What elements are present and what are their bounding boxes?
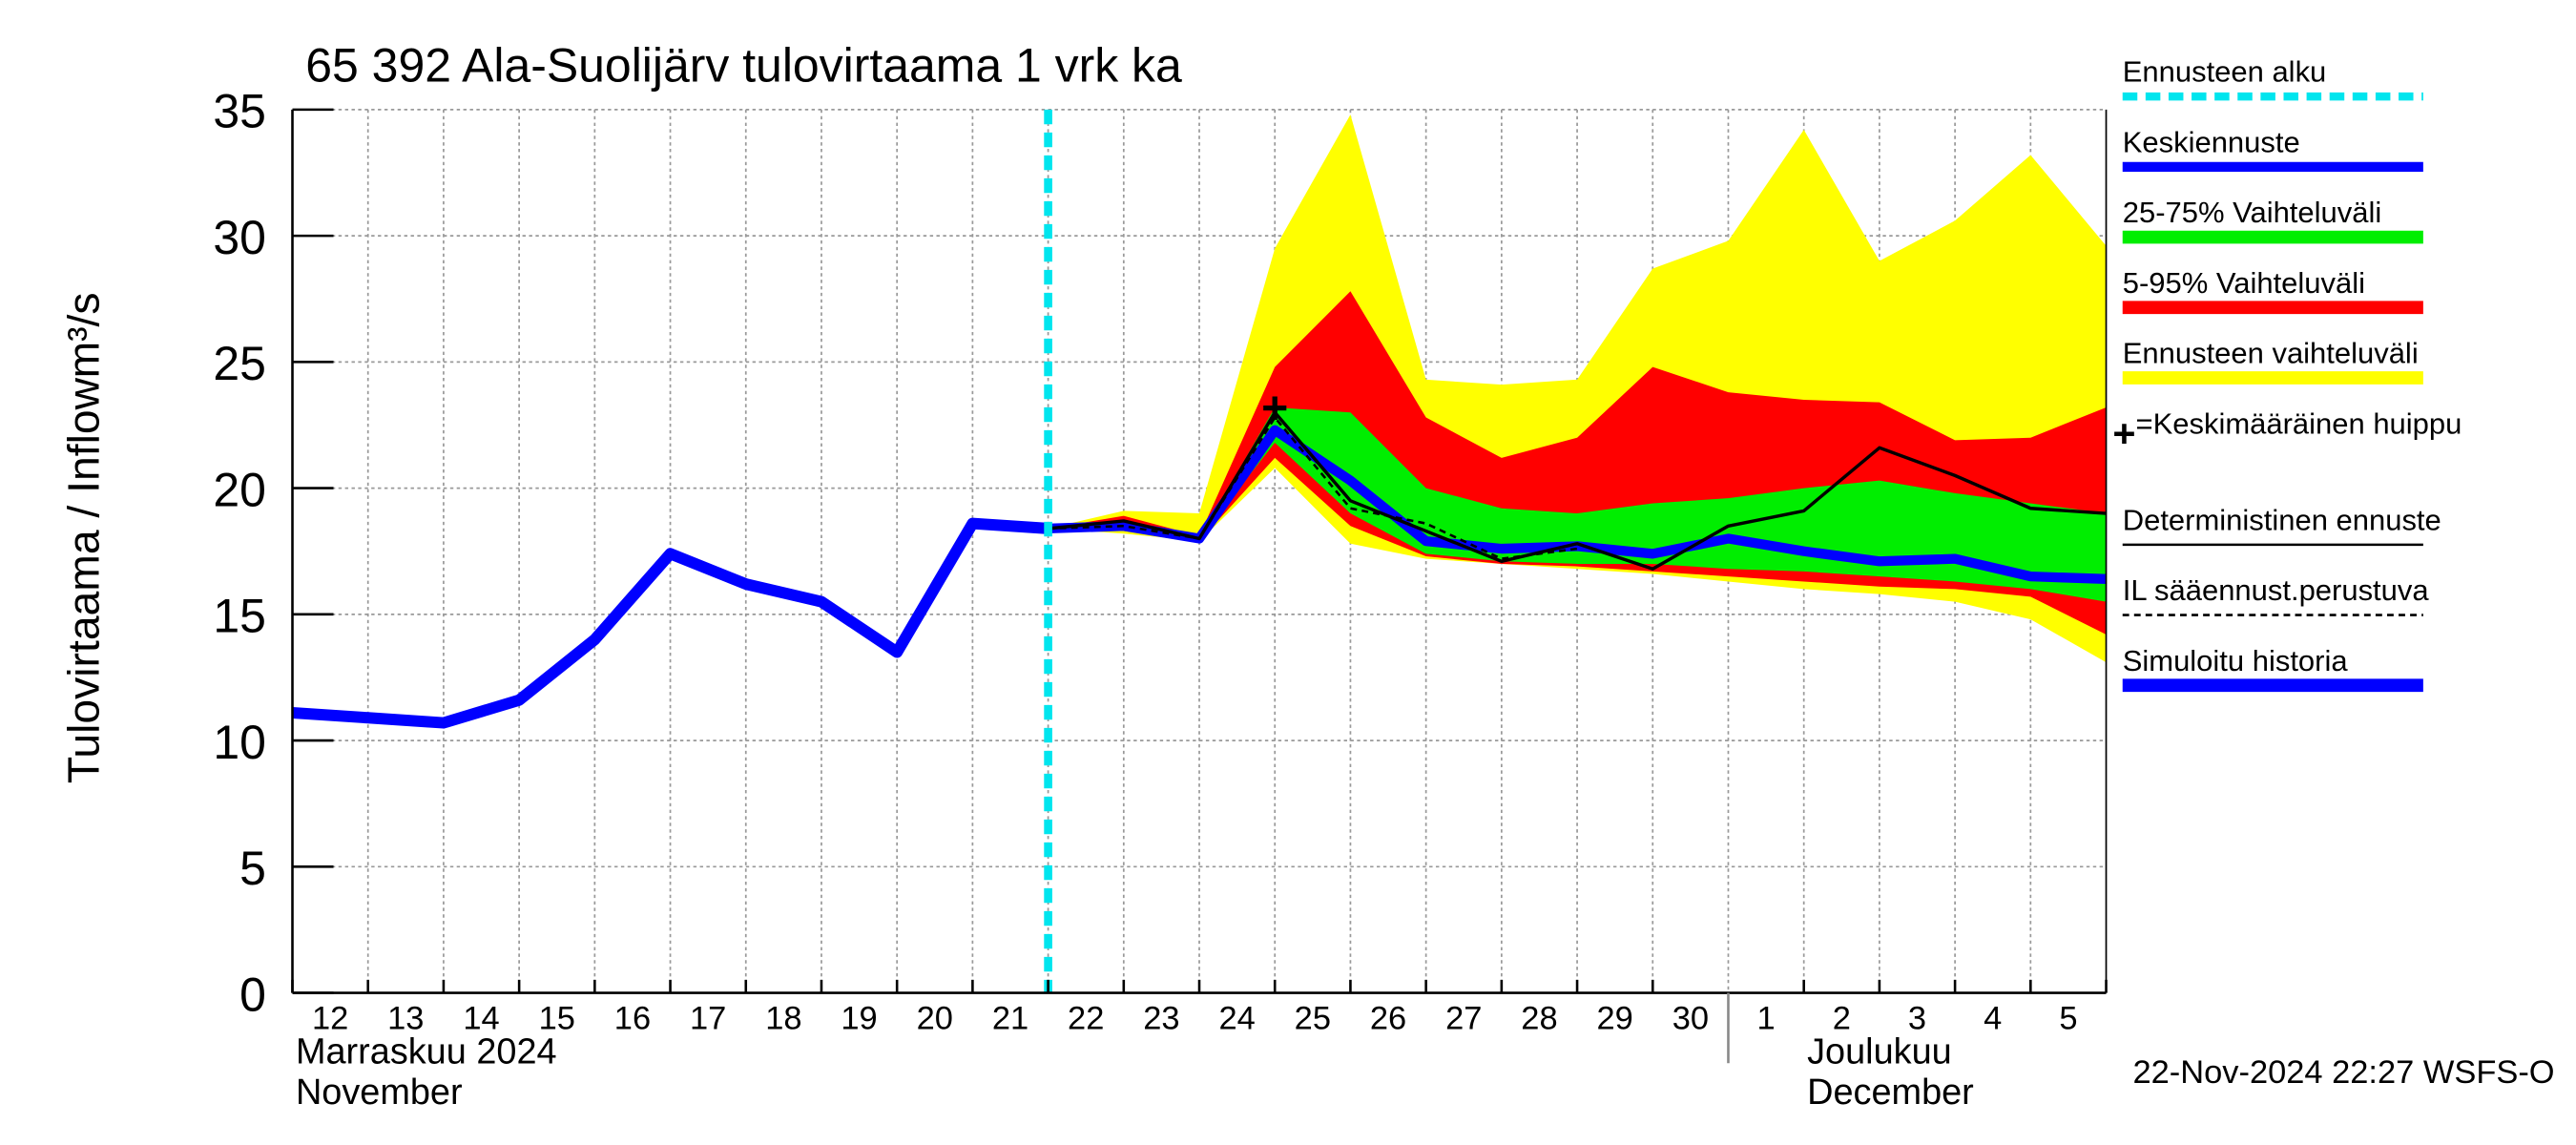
legend-label: Deterministinen ennuste: [2123, 503, 2441, 536]
legend-label: Simuloitu historia: [2123, 644, 2349, 677]
x-tick-label: 17: [690, 1000, 726, 1036]
x-tick-label: 13: [387, 1000, 424, 1036]
legend-label: 25-75% Vaihteluväli: [2123, 196, 2381, 229]
x-tick-label: 21: [992, 1000, 1028, 1036]
chart-title: 65 392 Ala-Suolijärv tulovirtaama 1 vrk …: [305, 39, 1182, 93]
y-tick-label: 35: [213, 85, 266, 138]
x-tick-label: 4: [1984, 1000, 2002, 1036]
x-tick-label: 22: [1068, 1000, 1104, 1036]
timestamp: 22-Nov-2024 22:27 WSFS-O: [2132, 1054, 2554, 1091]
legend-symbol: +: [2112, 411, 2135, 455]
x-tick-label: 19: [841, 1000, 877, 1036]
legend-label: 5-95% Vaihteluväli: [2123, 266, 2365, 300]
x-tick-label: 2: [1833, 1000, 1851, 1036]
legend-label: Keskiennuste: [2123, 125, 2300, 158]
y-tick-label: 20: [213, 464, 266, 517]
y-tick-label: 15: [213, 590, 266, 643]
series-line: [1048, 410, 2107, 571]
y-tick-label: 25: [213, 337, 266, 390]
month-label: November: [296, 1072, 463, 1113]
x-tick-label: 25: [1295, 1000, 1331, 1036]
x-tick-label: 5: [2059, 1000, 2077, 1036]
x-tick-label: 20: [917, 1000, 953, 1036]
legend-label: Ennusteen vaihteluväli: [2123, 337, 2419, 370]
legend-label: Ennusteen alku: [2123, 55, 2327, 89]
month-label: Joulukuu: [1807, 1031, 1952, 1072]
x-tick-label: 24: [1218, 1000, 1255, 1036]
x-tick-label: 30: [1672, 1000, 1709, 1036]
x-tick-label: 16: [614, 1000, 651, 1036]
x-tick-label: 27: [1445, 1000, 1482, 1036]
x-tick-label: 28: [1521, 1000, 1557, 1036]
y-tick-label: 5: [239, 842, 266, 895]
x-tick-label: 18: [765, 1000, 801, 1036]
x-tick-label: 12: [312, 1000, 348, 1036]
x-tick-label: 15: [539, 1000, 575, 1036]
month-label: Marraskuu 2024: [296, 1031, 557, 1072]
y-axis-unit: m³/s: [58, 292, 108, 378]
x-tick-label: 26: [1370, 1000, 1406, 1036]
x-tick-label: 29: [1597, 1000, 1633, 1036]
series-line: [292, 517, 1049, 729]
x-tick-label: 14: [463, 1000, 499, 1036]
legend-label: =Keskimääräinen huippu: [2136, 406, 2462, 440]
x-tick-label: 23: [1143, 1000, 1179, 1036]
series-line: [1048, 425, 2107, 584]
y-axis-label: Tulovirtaama / Inflow: [58, 377, 108, 783]
y-tick-label: 0: [239, 968, 266, 1022]
month-label: December: [1807, 1072, 1974, 1113]
y-tick-label: 10: [213, 716, 266, 769]
legend-label: IL sääennust.perustuva: [2123, 573, 2430, 607]
x-tick-label: 3: [1908, 1000, 1926, 1036]
peak-marker: +: [1261, 383, 1288, 434]
x-tick-label: 1: [1757, 1000, 1776, 1036]
y-tick-label: 30: [213, 211, 266, 264]
